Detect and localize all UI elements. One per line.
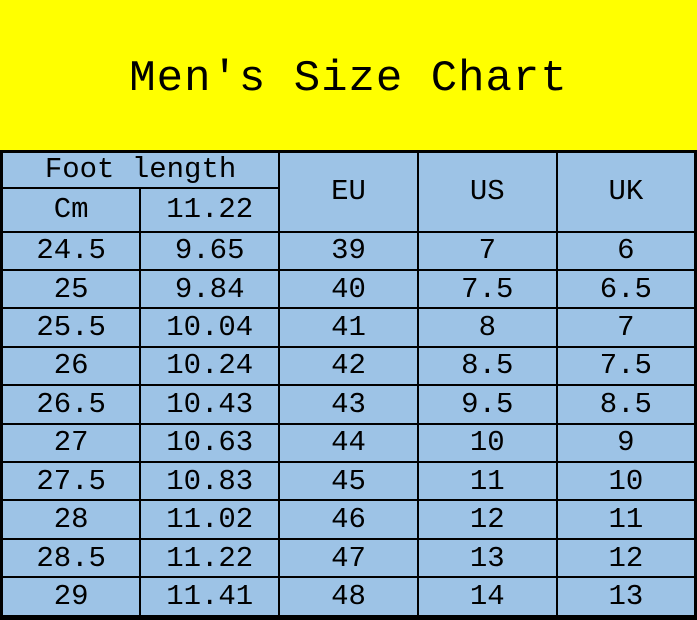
table-cell: 26.5 [0, 384, 142, 425]
table-cell: 41 [278, 307, 419, 348]
table-cell: 13 [555, 576, 697, 619]
table-cell: 44 [278, 422, 419, 464]
title-banner: Men's Size Chart [0, 0, 697, 150]
table-cell: 8.5 [416, 345, 558, 387]
page-title: Men's Size Chart [129, 54, 568, 104]
table-cell: 45 [278, 461, 419, 502]
table-cell: 6 [555, 230, 697, 271]
table-row: 28 11.02 46 12 11 [0, 499, 697, 540]
table-cell: 9.65 [139, 230, 281, 271]
table-cell: 9.84 [139, 268, 281, 310]
table-cell: 12 [416, 499, 558, 540]
table-cell: 11.02 [139, 499, 281, 540]
table-cell: 43 [278, 384, 419, 425]
table-cell: 7.5 [555, 345, 697, 387]
table-cell: 25.5 [0, 307, 142, 348]
table-cell: 42 [278, 345, 419, 387]
table-cell: 11 [555, 499, 697, 540]
header-row-group: Foot length EU US UK [0, 150, 697, 233]
table-cell: 6.5 [555, 268, 697, 310]
table-row: 27.5 10.83 45 11 10 [0, 461, 697, 502]
table-cell: 10.83 [139, 461, 281, 502]
table-cell: 27 [0, 422, 142, 464]
header-row-sub: Cm 11.22 [0, 186, 696, 233]
table-cell: 40 [278, 268, 419, 310]
header-foot-length: Foot length [0, 150, 281, 189]
header-uk: UK [555, 150, 697, 233]
table-cell: 10.24 [139, 345, 281, 387]
header-eu: EU [278, 150, 419, 233]
table-cell: 10.63 [139, 422, 281, 464]
table-row: 25 9.84 40 7.5 6.5 [0, 268, 697, 310]
table-cell: 24.5 [0, 230, 142, 271]
table-cell: 29 [0, 576, 142, 619]
table-cell: 10 [555, 461, 697, 502]
table-cell: 9 [555, 422, 697, 464]
table-cell: 12 [555, 537, 697, 579]
table-cell: 26 [0, 345, 142, 387]
table-cell: 7.5 [416, 268, 558, 310]
table-cell: 28.5 [0, 537, 142, 579]
table-row: 27 10.63 44 10 9 [0, 422, 697, 464]
table-cell: 10.04 [139, 307, 281, 348]
table-row: 26.5 10.43 43 9.5 8.5 [0, 384, 697, 425]
table-row: 29 11.41 48 14 13 [0, 576, 697, 619]
size-chart-table: Foot length EU US UK Cm 11.22 24.5 9.65 … [0, 150, 697, 620]
table-row: 25.5 10.04 41 8 7 [0, 307, 697, 348]
table-cell: 7 [555, 307, 697, 348]
header-us: US [416, 150, 558, 233]
table-cell: 14 [416, 576, 558, 619]
table-cell: 47 [278, 537, 419, 579]
table-cell: 11 [416, 461, 558, 502]
table-cell: 11.22 [139, 537, 281, 579]
table-cell: 7 [416, 230, 558, 271]
header-cm: Cm [0, 186, 142, 233]
table-row: 24.5 9.65 39 7 6 [0, 230, 697, 271]
table-cell: 25 [0, 268, 142, 310]
table-cell: 10 [416, 422, 558, 464]
table-cell: 8.5 [555, 384, 697, 425]
table-cell: 48 [278, 576, 419, 619]
table-cell: 8 [416, 307, 558, 348]
table-cell: 46 [278, 499, 419, 540]
table-cell: 10.43 [139, 384, 281, 425]
table-cell: 27.5 [0, 461, 142, 502]
header-inch-value: 11.22 [139, 186, 281, 233]
table-cell: 11.41 [139, 576, 281, 619]
table-cell: 9.5 [416, 384, 558, 425]
table-row: 28.5 11.22 47 13 12 [0, 537, 697, 579]
table-cell: 39 [278, 230, 419, 271]
table-row: 26 10.24 42 8.5 7.5 [0, 345, 697, 387]
table-cell: 28 [0, 499, 142, 540]
table-cell: 13 [416, 537, 558, 579]
